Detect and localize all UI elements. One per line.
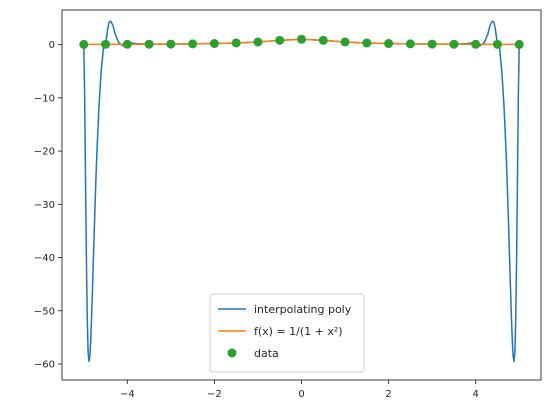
data-point [514, 39, 524, 49]
data-point [449, 39, 459, 49]
legend-label-poly: interpolating poly [254, 303, 352, 316]
plot-area [79, 20, 524, 363]
y-tick-label: −40 [34, 253, 55, 264]
data-point [188, 39, 198, 49]
legend-label-data: data [254, 347, 279, 360]
data-point [427, 39, 437, 49]
y-tick-label: −50 [34, 306, 55, 317]
data-point [166, 39, 176, 49]
data-point [471, 39, 481, 49]
data-point [318, 35, 328, 45]
y-tick-label: −20 [34, 147, 55, 158]
y-tick-label: −10 [34, 93, 55, 104]
data-point [253, 37, 263, 47]
data-point [362, 38, 372, 48]
data-point [122, 39, 132, 49]
data-point [79, 39, 89, 49]
axis-ticks: −4 −2 0 2 40−10−20−30−40−50−60 [34, 40, 479, 400]
x-tick-label: 2 [385, 389, 391, 400]
legend-box [209, 293, 365, 373]
data-point [231, 38, 241, 48]
data-point [275, 35, 285, 45]
data-point [101, 39, 111, 49]
x-tick-label: −2 [207, 389, 222, 400]
x-tick-label: 0 [298, 389, 304, 400]
data-point [144, 39, 154, 49]
data-point [209, 39, 219, 49]
data-point [340, 37, 350, 47]
data-point [384, 39, 394, 49]
data-point [405, 39, 415, 49]
y-tick-label: −60 [34, 360, 55, 371]
y-tick-label: 0 [49, 40, 55, 51]
data-point [492, 39, 502, 49]
data-point [297, 34, 306, 44]
legend-label-f: f(x) = 1/(1 + x²) [254, 325, 343, 338]
legend-swatch-data [227, 348, 237, 358]
legend: interpolating poly f(x) = 1/(1 + x²) data [209, 293, 365, 373]
x-tick-label: 4 [472, 389, 478, 400]
y-tick-label: −30 [34, 200, 55, 211]
x-tick-label: −4 [120, 389, 135, 400]
